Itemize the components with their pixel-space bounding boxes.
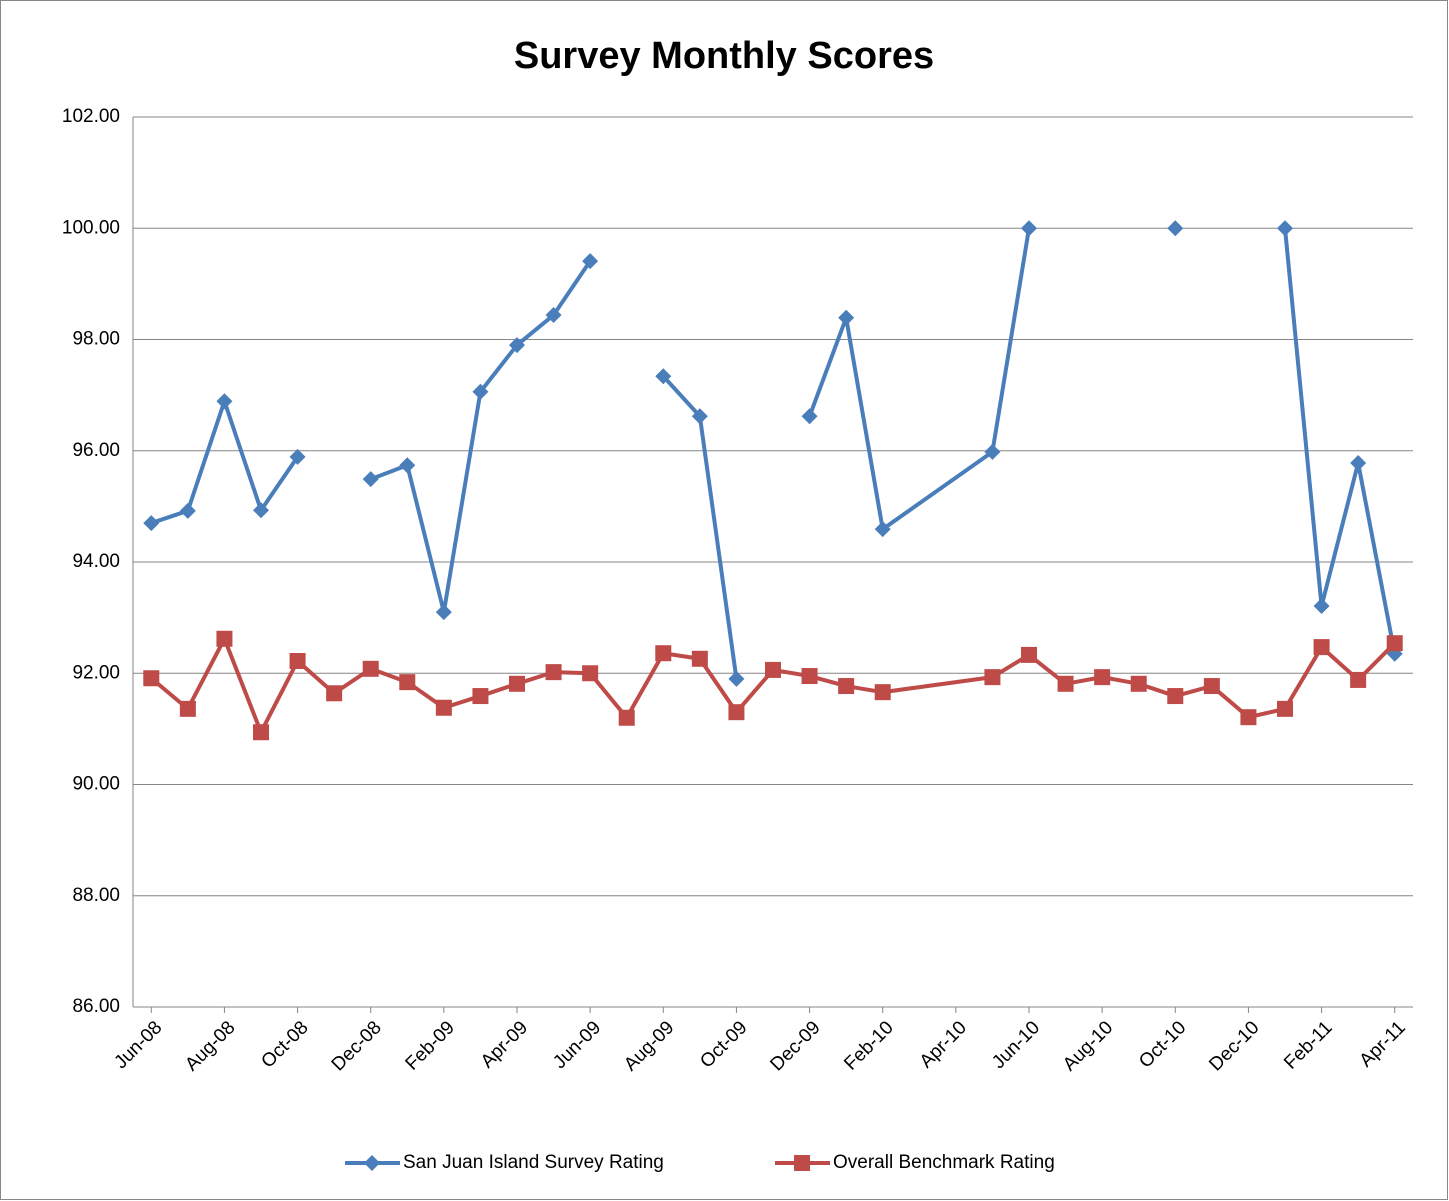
legend-label: San Juan Island Survey Rating <box>403 1152 664 1173</box>
data-point <box>143 515 160 532</box>
y-tick-label: 94.00 <box>72 551 120 572</box>
data-point <box>1277 220 1293 237</box>
data-point <box>1350 671 1367 688</box>
data-point <box>179 502 196 519</box>
data-point <box>1277 700 1293 717</box>
data-point <box>289 653 306 670</box>
data-point <box>618 709 635 726</box>
data-point <box>655 645 672 662</box>
data-point <box>509 337 525 354</box>
data-point <box>1021 646 1037 663</box>
data-point <box>1240 709 1257 726</box>
legend-label: Overall Benchmark Rating <box>833 1152 1055 1173</box>
data-point <box>801 408 818 425</box>
data-point <box>362 660 379 677</box>
data-point <box>289 448 306 465</box>
data-point <box>509 675 525 692</box>
data-point <box>1313 639 1330 656</box>
data-point <box>253 502 269 519</box>
y-tick-label: 88.00 <box>72 885 120 906</box>
data-point <box>143 670 160 687</box>
data-point <box>216 630 233 647</box>
data-point <box>435 604 452 621</box>
data-point <box>728 670 745 687</box>
y-tick-label: 92.00 <box>72 662 120 683</box>
data-point <box>472 383 489 400</box>
legend-marker <box>364 1155 380 1171</box>
data-point <box>874 684 891 701</box>
data-point <box>582 253 599 270</box>
data-point <box>1021 220 1037 237</box>
data-point <box>1313 597 1330 614</box>
data-point <box>362 471 379 488</box>
data-point <box>838 678 855 695</box>
data-point <box>435 699 452 716</box>
y-tick-label: 98.00 <box>72 329 120 350</box>
data-point <box>1130 675 1147 692</box>
data-point <box>801 668 818 685</box>
data-point <box>326 685 343 702</box>
data-point <box>984 443 1001 460</box>
data-point <box>1167 688 1184 705</box>
data-point <box>253 724 269 741</box>
data-point <box>472 688 489 705</box>
data-point <box>874 521 891 538</box>
y-tick-label: 96.00 <box>72 440 120 461</box>
data-point <box>691 408 708 425</box>
data-point <box>984 669 1001 686</box>
y-tick-label: 90.00 <box>72 774 120 795</box>
data-point <box>691 650 708 667</box>
data-point <box>728 704 745 721</box>
legend-marker <box>794 1155 810 1171</box>
data-point <box>582 665 599 682</box>
data-point <box>765 661 781 678</box>
y-tick-label: 102.00 <box>62 106 120 127</box>
chart-title: Survey Monthly Scores <box>514 35 934 77</box>
data-point <box>1203 678 1220 695</box>
y-tick-label: 100.00 <box>62 217 120 238</box>
data-point <box>179 700 196 717</box>
data-point <box>399 457 416 474</box>
data-point <box>1167 220 1184 237</box>
data-point <box>545 664 562 681</box>
data-point <box>545 307 562 324</box>
data-point <box>399 674 416 691</box>
data-point <box>655 368 672 385</box>
data-point <box>1386 635 1403 652</box>
data-point <box>1350 454 1367 471</box>
data-point <box>1057 675 1074 692</box>
data-point <box>216 393 233 410</box>
y-tick-label: 86.00 <box>72 996 120 1017</box>
data-point <box>838 309 855 326</box>
data-point <box>1094 669 1111 686</box>
